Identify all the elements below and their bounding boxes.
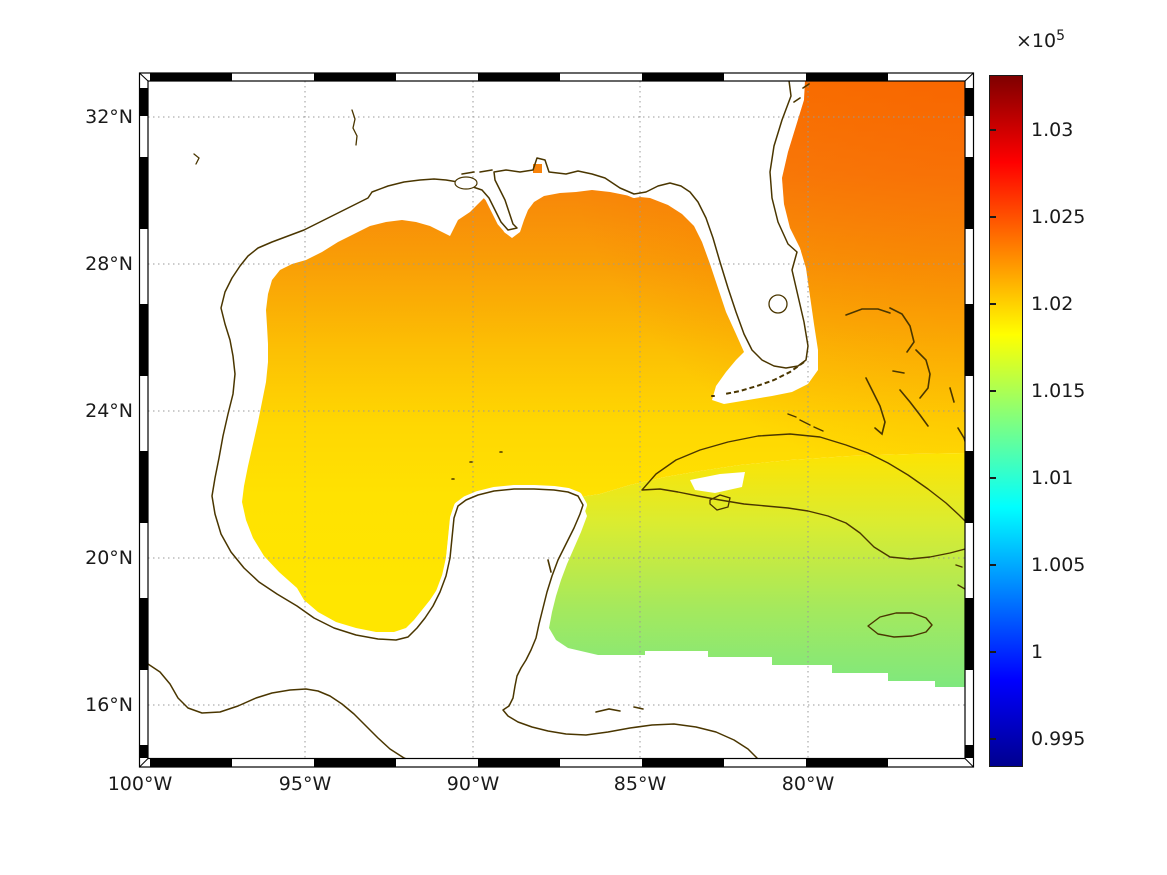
colorbar-tick-label: 1 — [1031, 641, 1044, 663]
colorbar-tick — [990, 303, 996, 305]
coastline-bahamas — [845, 307, 965, 444]
minor-islands — [451, 83, 810, 713]
colorbar-multiplier-exponent: 5 — [1056, 28, 1066, 44]
colorbar-tick — [990, 129, 996, 131]
colorbar-tick — [990, 477, 996, 479]
coastline-cuba — [641, 433, 965, 560]
lat-tick-label: 20°N — [85, 547, 133, 569]
mobile-bay-cell — [533, 164, 542, 173]
colorbar-tick — [990, 564, 996, 566]
colorbar-tick-label: 0.995 — [1031, 728, 1086, 750]
coastline-jamaica — [867, 612, 933, 638]
coastline-small-cays — [787, 413, 965, 590]
coastline-mainland — [211, 81, 809, 759]
coastline-pacific-mexico — [148, 663, 408, 759]
colorbar-tick — [990, 390, 996, 392]
lake-pontchartrain — [454, 176, 478, 190]
colorbar-tick-label: 1.02 — [1031, 293, 1074, 315]
graticule — [148, 81, 965, 758]
colorbar-tick-label: 1.01 — [1031, 467, 1074, 489]
lon-tick-label: 95°W — [278, 773, 332, 795]
lat-tick-label: 16°N — [85, 694, 133, 716]
colorbar-tick-label: 1.025 — [1031, 206, 1086, 228]
colorbar-tick-label: 1.015 — [1031, 380, 1086, 402]
colorbar-tick-label: 1.005 — [1031, 554, 1086, 576]
map-frame — [138, 72, 975, 768]
lat-tick-label: 24°N — [85, 400, 133, 422]
lon-tick-label: 80°W — [781, 773, 835, 795]
lon-tick-label: 85°W — [613, 773, 667, 795]
colorbar-tick — [990, 216, 996, 218]
field-caribbean — [549, 453, 965, 687]
coastline-florida-keys — [724, 361, 805, 395]
florida-bay-mask — [752, 350, 812, 382]
colorbar-multiplier: ×105 — [1016, 28, 1065, 52]
lat-tick-label: 32°N — [85, 106, 133, 128]
coastline-isla-juventud — [709, 494, 731, 511]
colorbar-multiplier-base: ×10 — [1016, 30, 1057, 52]
colorbar-tick-label: 1.03 — [1031, 119, 1074, 141]
inland-lakes — [193, 109, 358, 165]
colorbar-tick — [990, 738, 996, 740]
lon-tick-label: 90°W — [446, 773, 500, 795]
colorbar-tick — [990, 651, 996, 653]
batabano-mask — [690, 472, 745, 493]
lat-tick-label: 28°N — [85, 253, 133, 275]
lon-tick-label: 100°W — [107, 773, 173, 795]
lake-okeechobee — [768, 294, 788, 314]
colorbar — [989, 75, 1023, 767]
field-ne-darkening — [242, 81, 965, 632]
